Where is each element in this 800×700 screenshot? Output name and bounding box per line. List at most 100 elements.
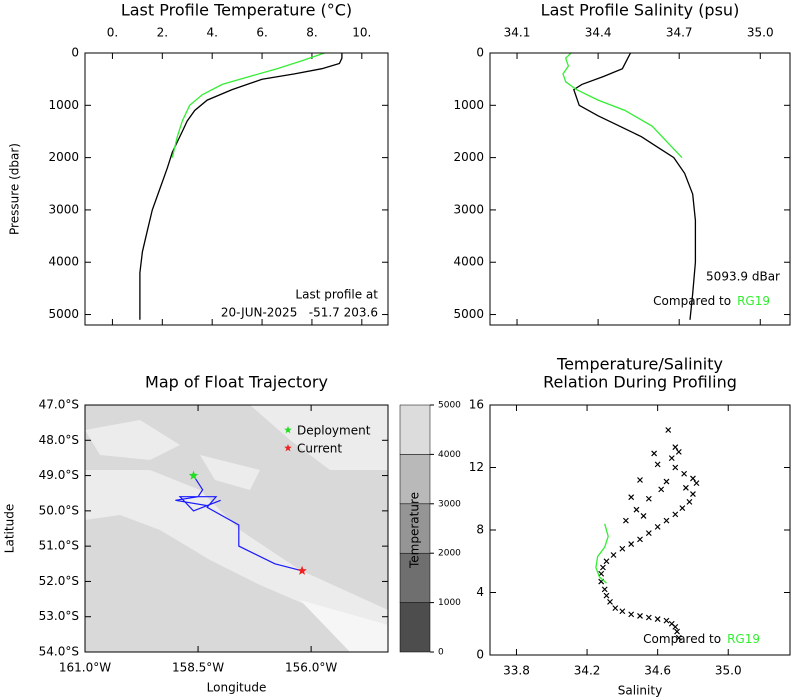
colorbar-label: 1000: [438, 598, 461, 608]
y-tick-label: 0: [476, 46, 484, 60]
y-tick-label: 4: [476, 585, 484, 599]
series-line: [139, 53, 343, 320]
data-point: [651, 450, 658, 457]
data-point: [686, 498, 693, 505]
y-axis-label: Pressure (dbar): [8, 143, 22, 235]
y-tick-label: 5000: [453, 307, 484, 321]
annotation: 5093.9 dBar: [706, 270, 780, 284]
series-line: [562, 52, 683, 159]
data-point: [610, 552, 617, 558]
x-axis-label: Longitude: [207, 681, 267, 695]
comparison-text: Compared to: [643, 632, 721, 646]
y-tick-label: 3000: [453, 202, 484, 216]
data-point: [693, 480, 700, 487]
y-tick-label: 1000: [453, 98, 484, 112]
data-point: [619, 608, 626, 615]
comparison-note: Compared to RG19: [653, 294, 770, 308]
data-point: [654, 523, 661, 530]
data-point: [672, 511, 679, 518]
x-tick-label: 33.8: [503, 664, 530, 678]
x-tick-label: 161.0°W: [59, 661, 111, 675]
x-tick-label: 8.: [306, 26, 317, 40]
data-point: [682, 484, 689, 491]
x-tick-label: 6.: [256, 26, 267, 40]
map-layer: [175, 475, 303, 572]
data-point: [612, 605, 619, 612]
data-point: [663, 517, 670, 524]
series-line: [595, 523, 609, 584]
series-line: [573, 52, 697, 320]
comparison-note: Compared to RG19: [643, 632, 760, 646]
data-point: [675, 448, 682, 455]
y-tick-label: 48.0°S: [39, 433, 79, 447]
y-axis-label: Latitude: [3, 504, 17, 553]
plot-frame: [489, 52, 791, 326]
data-point: [690, 475, 696, 482]
plot-frame: [84, 52, 389, 326]
data-point: [603, 558, 610, 565]
legend-label: Current: [297, 442, 342, 456]
colorbar-label: 4000: [438, 450, 461, 460]
data-point: [674, 628, 680, 635]
colorbar-bin: [399, 454, 431, 505]
data-point: [668, 620, 675, 627]
data-point: [645, 530, 652, 537]
data-point: [637, 613, 643, 619]
chart-title: Map of Float Trajectory: [145, 373, 328, 392]
data-point: [675, 634, 682, 641]
y-tick-label: 47.0°S: [39, 398, 79, 412]
x-tick-label: 158.5°W: [172, 661, 224, 675]
y-tick-label: 51.0°S: [39, 539, 79, 553]
y-tick-label: 49.0°S: [39, 468, 79, 482]
data-point: [622, 517, 629, 524]
x-axis-label: Salinity: [618, 684, 662, 698]
chart-title: Last Profile Temperature (°C): [121, 1, 352, 20]
x-tick-label: 156.0°W: [285, 661, 337, 675]
legend-symbol: [284, 426, 292, 434]
data-point: [681, 470, 688, 477]
data-point: [679, 505, 686, 512]
x-tick-label: 2.: [157, 26, 168, 40]
data-point: [640, 513, 647, 519]
y-tick-label: 50.0°S: [39, 503, 79, 517]
data-point: [668, 455, 675, 462]
float-marker: [297, 565, 307, 575]
y-tick-label: 5000: [48, 307, 79, 321]
data-point: [600, 564, 606, 571]
series-line: [171, 52, 325, 158]
comparison-name: RG19: [727, 632, 760, 646]
y-tick-label: 0: [476, 648, 484, 662]
trajectory: [175, 475, 303, 572]
data-point: [654, 461, 661, 468]
data-point: [637, 477, 643, 483]
colorbar-label: 0: [438, 648, 444, 658]
colorbar-label: 5000: [438, 401, 461, 411]
float-marker: [188, 470, 199, 480]
data-point: [672, 464, 679, 471]
y-tick-label: 54.0°S: [39, 645, 79, 659]
colorbar-label: 2000: [438, 549, 461, 559]
data-point: [665, 427, 672, 433]
data-point: [601, 586, 608, 593]
data-point: [628, 611, 635, 618]
y-tick-label: 3000: [48, 202, 79, 216]
y-tick-label: 2000: [453, 150, 484, 164]
legend-symbol: [284, 444, 292, 452]
chart-title: Temperature/Salinity: [556, 355, 723, 374]
y-axis-label: Temperature: [408, 492, 422, 569]
y-tick-label: 16: [469, 398, 484, 412]
x-tick-label: 35.0: [747, 26, 774, 40]
chart-title: Last Profile Salinity (psu): [541, 1, 740, 20]
data-point: [654, 616, 661, 622]
y-tick-label: 52.0°S: [39, 574, 79, 588]
data-point: [690, 491, 696, 497]
y-tick-label: 1000: [48, 98, 79, 112]
y-tick-label: 53.0°S: [39, 609, 79, 623]
x-tick-label: 35.0: [715, 664, 742, 678]
data-point: [637, 536, 643, 543]
data-point: [628, 494, 635, 501]
plot-frame: [84, 404, 389, 653]
data-point: [619, 545, 626, 552]
x-tick-label: 34.4: [585, 26, 612, 40]
